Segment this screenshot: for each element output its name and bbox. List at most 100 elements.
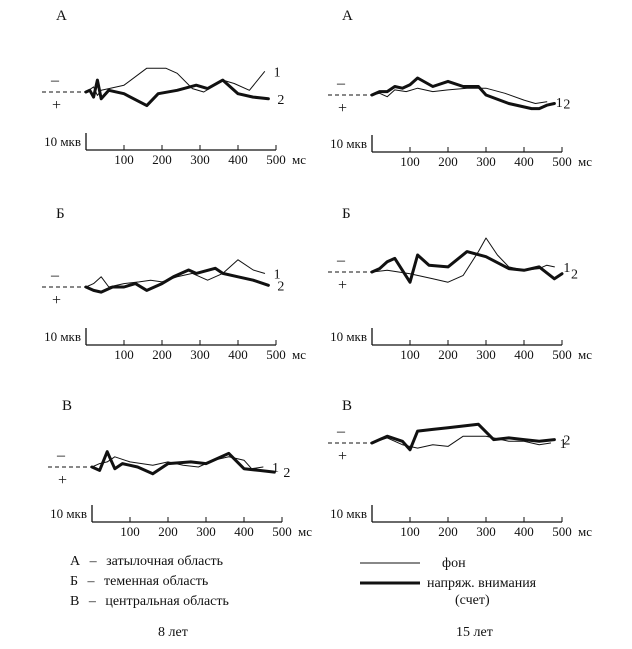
series-number-label: 2 bbox=[571, 268, 578, 283]
legend-region-letter: Б bbox=[70, 574, 78, 589]
panel-age_8-b: Б – +10 мкв 100 200 300 400 500 мс 12 bbox=[42, 206, 306, 362]
legend-region-c: В – центральная область bbox=[70, 594, 229, 609]
panel-age_15-a: А – +10 мкв 100 200 300 400 500 мс 1 2 bbox=[328, 8, 592, 169]
legend-region-text: затылочная область bbox=[106, 554, 223, 569]
series-number-label: 1 bbox=[560, 437, 567, 452]
legend: А – затылочная область Б – теменная обла… bbox=[70, 554, 537, 609]
panel-letter: А bbox=[342, 8, 353, 24]
x-tick-label: 300 bbox=[190, 152, 210, 167]
x-tick-label: 100 bbox=[114, 347, 134, 362]
series-background-line bbox=[371, 87, 548, 104]
x-tick-label: 100 bbox=[120, 524, 140, 539]
polarity-negative: – bbox=[56, 447, 66, 464]
panel-letter: А bbox=[56, 8, 67, 24]
series-number-label: 2 bbox=[563, 98, 570, 113]
x-tick-label: 400 bbox=[228, 152, 248, 167]
polarity-positive: + bbox=[338, 100, 347, 117]
x-unit-label: мс bbox=[578, 347, 592, 362]
column-label-8: 8 лет bbox=[158, 625, 188, 640]
legend-region-text: центральная область bbox=[105, 594, 229, 609]
panel-age_15-c: В – +10 мкв 100 200 300 400 500 мс 12 bbox=[328, 398, 592, 539]
polarity-negative: – bbox=[336, 252, 346, 269]
series-attention-line bbox=[370, 422, 556, 452]
polarity-negative: – bbox=[336, 423, 346, 440]
panel-letter: В bbox=[342, 398, 352, 414]
legend-region-dash: – bbox=[87, 574, 96, 589]
x-tick-label: 300 bbox=[196, 524, 216, 539]
panel-letter: Б bbox=[56, 206, 65, 222]
panel-age_15-b: Б – +10 мкв 100 200 300 400 500 мс 1 2 bbox=[328, 206, 592, 362]
x-tick-label: 200 bbox=[152, 152, 172, 167]
scale-label: 10 мкв bbox=[44, 134, 81, 149]
x-tick-label: 200 bbox=[438, 347, 458, 362]
polarity-positive: + bbox=[338, 277, 347, 294]
x-tick-label: 100 bbox=[400, 154, 420, 169]
series-number-label: 2 bbox=[563, 434, 570, 449]
x-tick-label: 200 bbox=[438, 154, 458, 169]
legend-label-background: фон bbox=[442, 556, 466, 571]
legend-series: фон напряж. внимания (счет) bbox=[360, 556, 537, 608]
x-tick-label: 200 bbox=[438, 524, 458, 539]
x-unit-label: мс bbox=[578, 154, 592, 169]
series-attention-line bbox=[370, 76, 556, 111]
x-unit-label: мс bbox=[578, 524, 592, 539]
series-number-label: 1 bbox=[556, 96, 563, 111]
series-attention-line bbox=[84, 266, 270, 294]
series-number-label: 1 bbox=[272, 461, 279, 476]
scale-label: 10 мкв bbox=[50, 506, 87, 521]
x-unit-label: мс bbox=[292, 152, 306, 167]
x-tick-label: 100 bbox=[114, 152, 134, 167]
panel-letter: Б bbox=[342, 206, 351, 222]
x-tick-label: 500 bbox=[266, 347, 286, 362]
legend-label-attention: напряж. внимания bbox=[427, 576, 537, 591]
series-number-label: 2 bbox=[277, 279, 284, 294]
x-tick-label: 400 bbox=[514, 347, 534, 362]
x-tick-label: 400 bbox=[514, 154, 534, 169]
scale-label: 10 мкв bbox=[330, 329, 367, 344]
legend-region-dash: – bbox=[88, 594, 97, 609]
polarity-negative: – bbox=[50, 72, 60, 89]
x-tick-label: 100 bbox=[400, 347, 420, 362]
series-background-line bbox=[371, 237, 555, 283]
legend-region-a: А – затылочная область bbox=[70, 554, 223, 569]
x-tick-label: 500 bbox=[552, 347, 572, 362]
x-tick-label: 400 bbox=[234, 524, 254, 539]
polarity-positive: + bbox=[52, 97, 61, 114]
polarity-positive: + bbox=[58, 472, 67, 489]
polarity-negative: – bbox=[336, 75, 346, 92]
polarity-negative: – bbox=[50, 267, 60, 284]
x-unit-label: мс bbox=[292, 347, 306, 362]
x-tick-label: 500 bbox=[272, 524, 292, 539]
x-tick-label: 100 bbox=[400, 524, 420, 539]
series-attention-line bbox=[370, 250, 564, 284]
polarity-positive: + bbox=[52, 292, 61, 309]
x-tick-label: 400 bbox=[228, 347, 248, 362]
series-number-label: 1 bbox=[563, 261, 570, 276]
x-tick-label: 300 bbox=[476, 347, 496, 362]
x-tick-label: 300 bbox=[190, 347, 210, 362]
legend-region-letter: А bbox=[70, 554, 81, 569]
x-tick-label: 500 bbox=[266, 152, 286, 167]
panel-age_8-a: А – +10 мкв 100 200 300 400 500 мс 1 2 bbox=[42, 8, 306, 167]
legend-regions: А – затылочная область Б – теменная обла… bbox=[70, 554, 229, 609]
legend-region-text: теменная область bbox=[104, 574, 208, 589]
x-tick-label: 300 bbox=[476, 154, 496, 169]
x-tick-label: 200 bbox=[158, 524, 178, 539]
x-tick-label: 300 bbox=[476, 524, 496, 539]
polarity-positive: + bbox=[338, 448, 347, 465]
x-tick-label: 400 bbox=[514, 524, 534, 539]
column-label-15: 15 лет bbox=[456, 625, 493, 640]
series-number-label: 1 bbox=[274, 267, 281, 282]
series-attention-line bbox=[84, 78, 270, 108]
legend-label-attention-sub: (счет) bbox=[455, 593, 490, 608]
legend-region-letter: В bbox=[70, 594, 79, 609]
scale-label: 10 мкв bbox=[330, 136, 367, 151]
series-number-label: 2 bbox=[283, 466, 290, 481]
legend-region-b: Б – теменная область bbox=[70, 574, 208, 589]
series-attention-line bbox=[90, 450, 276, 476]
x-tick-label: 500 bbox=[552, 524, 572, 539]
panel-age_8-c: В – +10 мкв 100 200 300 400 500 мс 1 2 bbox=[48, 398, 312, 539]
x-tick-label: 200 bbox=[152, 347, 172, 362]
